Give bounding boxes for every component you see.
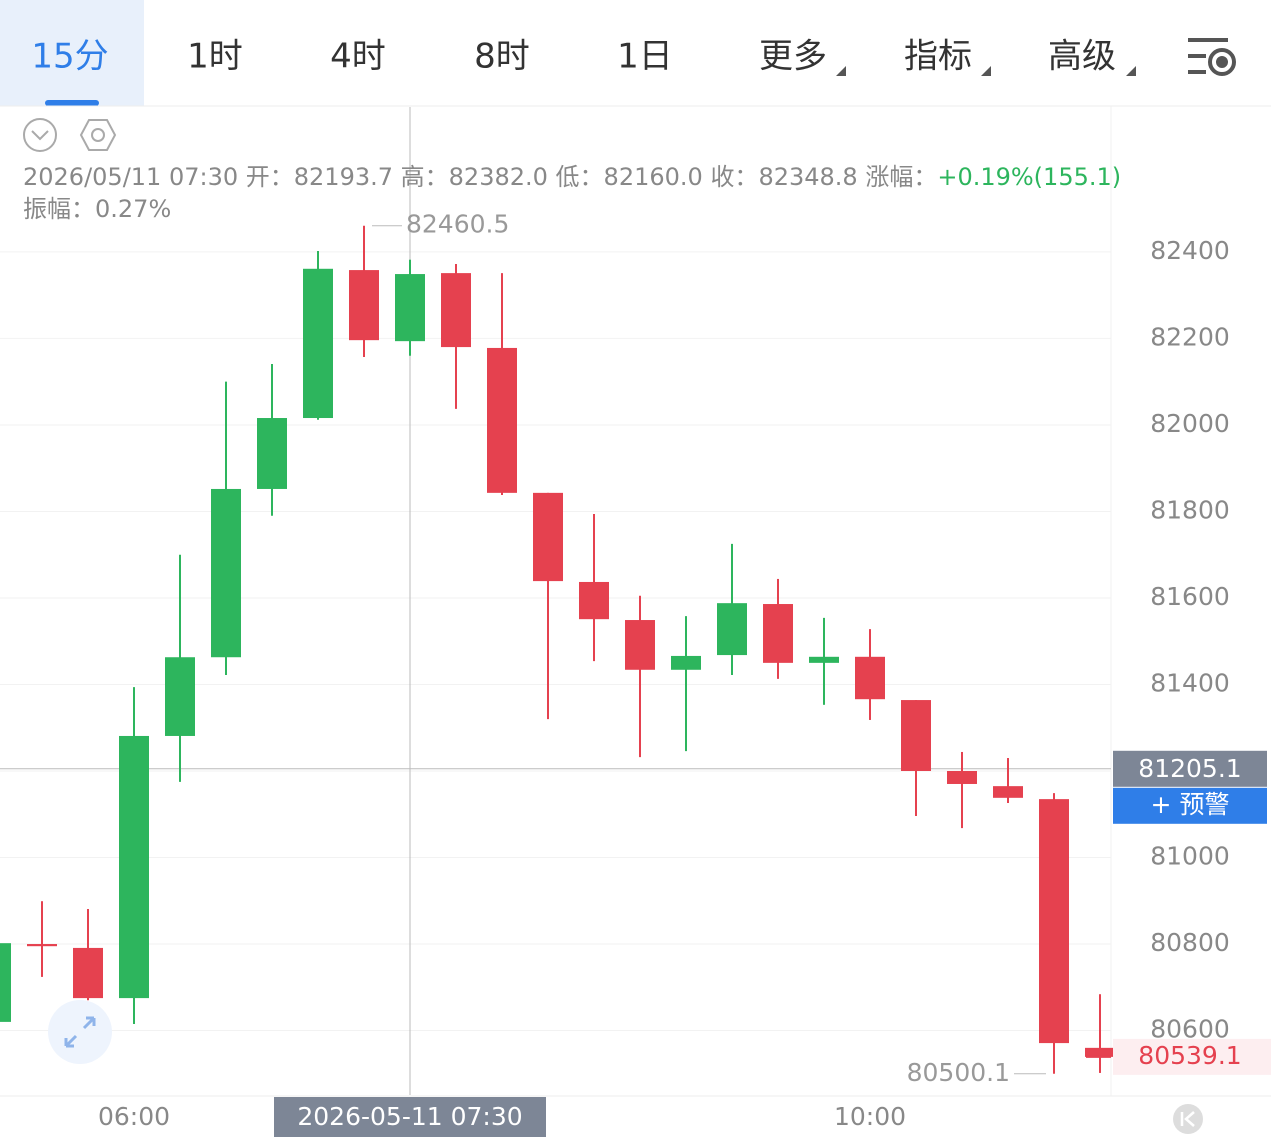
y-tick-label: 81600	[1150, 582, 1230, 611]
alert-button[interactable]	[1113, 787, 1267, 824]
info-value: 82382.0	[449, 163, 548, 191]
tab[interactable]: 指标	[904, 37, 972, 77]
active-tab-indicator	[45, 100, 99, 106]
candle-body	[855, 656, 885, 700]
candle-body	[1039, 799, 1069, 1044]
candle-body	[1085, 1047, 1115, 1057]
y-tick-label: 80600	[1150, 1015, 1230, 1044]
candle-body	[487, 347, 517, 493]
crosshair-price: 81205.1	[1138, 754, 1241, 783]
info-label: 高：	[401, 163, 449, 191]
crosshair-price-tag	[1113, 750, 1267, 787]
info-value: 82160.0	[604, 163, 703, 191]
x-tick-label: 10:00	[834, 1102, 906, 1131]
y-tick-label: 81400	[1150, 668, 1230, 697]
candle-body	[947, 771, 977, 784]
tab[interactable]: 4时	[330, 37, 386, 77]
candle-body	[0, 943, 11, 1022]
y-tick-label: 82200	[1150, 322, 1230, 351]
last-price: 80539.1	[1138, 1041, 1241, 1070]
scroll-end-button[interactable]	[1173, 1104, 1203, 1134]
dropdown-marks	[836, 66, 1136, 76]
candle-body	[303, 268, 333, 419]
info-label: 涨幅：	[865, 163, 937, 191]
active-tab-bg	[0, 0, 144, 106]
info-label: 振幅：	[23, 195, 95, 223]
expand-button[interactable]	[48, 1000, 112, 1064]
info-label: 收：	[710, 163, 758, 191]
candle-body	[809, 656, 839, 663]
last-price-tag	[1113, 1038, 1271, 1075]
low-marker-label: 80500.1	[907, 1058, 1010, 1087]
hex-icon[interactable]	[79, 119, 117, 151]
high-marker-label: 82460.5	[406, 210, 509, 239]
y-tick-label: 82400	[1150, 236, 1230, 265]
candle-body	[441, 273, 471, 348]
candle-body	[671, 655, 701, 670]
info-change: +0.19%(155.1)	[937, 163, 1121, 191]
settings-icon[interactable]	[1188, 38, 1236, 76]
candle-body	[349, 270, 379, 341]
candle-body	[901, 700, 931, 772]
alert-label: + 预警	[1151, 790, 1230, 819]
candle-body	[119, 735, 149, 999]
tab[interactable]: 1日	[617, 37, 673, 77]
crosshair-x-label: 2026-05-11 07:30	[297, 1102, 522, 1131]
info-value: 82348.8	[758, 163, 857, 191]
y-tick-label: 82000	[1150, 409, 1230, 438]
candle-body	[763, 604, 793, 663]
info-line: 2026/05/11 07:30 开：82193.7 高：82382.0 低：8…	[23, 163, 1121, 191]
candle-body	[211, 488, 241, 658]
info-label: 开：	[246, 163, 294, 191]
info-value: 0.27%	[95, 195, 171, 223]
y-tick-label: 81800	[1150, 495, 1230, 524]
candle-body	[257, 418, 287, 489]
y-tick-label: 80800	[1150, 928, 1230, 957]
tab[interactable]: 1时	[187, 37, 243, 77]
candle-body	[579, 581, 609, 620]
info-label: 低：	[556, 163, 604, 191]
collapse-icon[interactable]	[23, 118, 57, 152]
y-tick-label: 81000	[1150, 842, 1230, 871]
info-datetime: 2026/05/11 07:30	[23, 163, 238, 191]
candle-body	[717, 603, 747, 656]
info-value: 82193.7	[294, 163, 393, 191]
tab[interactable]: 高级	[1048, 37, 1116, 77]
tab[interactable]: 15分	[31, 37, 108, 77]
candle-body	[73, 947, 103, 999]
candle-body	[27, 944, 57, 947]
tab[interactable]: 更多	[759, 37, 827, 77]
tab[interactable]: 8时	[474, 37, 530, 77]
candle-body	[395, 274, 425, 342]
candle-body	[625, 620, 655, 670]
candle-body	[993, 786, 1023, 798]
crosshair-x-tag	[274, 1097, 546, 1137]
info-line: 振幅：0.27%	[23, 195, 171, 223]
candle-body	[533, 492, 563, 582]
x-tick-label: 06:00	[98, 1102, 170, 1131]
candle-body	[165, 657, 195, 736]
